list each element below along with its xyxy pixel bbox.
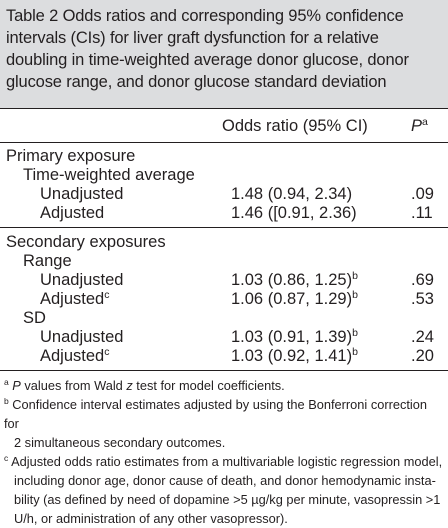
footnote-c-mark: c [4,453,9,463]
footnote-b-line-1: Confidence interval estimates adjusted b… [4,397,428,431]
footnote-a-text-2: test for model coefficients. [132,378,285,393]
footnote-b: b Confidence interval estimates adjusted… [4,395,444,433]
footnote-a-mark: a [4,377,9,387]
row-label: Unadjusted [40,328,124,346]
top-rule [0,108,448,109]
row-label: Adjustedc [40,289,109,309]
footnote-c-line-1: Adjusted odds ratio estimates from a mul… [11,454,443,469]
odds-ratio-value: 1.06 (0.87, 1.29) [231,290,353,308]
row-label: Adjustedc [40,346,109,366]
group-time-weighted-average: Time-weighted average [23,166,195,184]
header-p-value: Pa [411,116,428,136]
footnote-mark: c [104,289,110,301]
footnote-c-line-3: bility (as defined by need of dopamine >… [14,492,441,507]
row-p-value: .11 [411,204,433,222]
footnote-c-line-4: U/h, or administration of any other vaso… [14,511,288,526]
footnote-c: c Adjusted odds ratio estimates from a m… [4,452,444,471]
footnote-mark: b [352,346,358,358]
footnote-a-italic-p: P [12,378,21,393]
footnote-mark: b [352,270,358,282]
footnote-a: a P values from Wald z test for model co… [4,376,444,395]
section-secondary-title: Secondary exposures [6,233,166,251]
caption-box: Table 2 Odds ratios and corresponding 95… [0,0,448,108]
odds-ratio-value: 1.03 (0.92, 1.41) [231,347,353,365]
row-odds-ratio: 1.48 (0.94, 2.34) [231,185,353,203]
header-p-label: P [411,117,423,135]
row-odds-ratio: 1.03 (0.91, 1.39)b [231,327,358,347]
row-p-value: .09 [411,185,434,203]
row-p-value: .20 [411,347,434,365]
footnotes: a P values from Wald z test for model co… [4,376,444,528]
row-odds-ratio: 1.06 (0.87, 1.29)b [231,289,358,309]
footnote-a-text-1: values from Wald [20,378,127,393]
table-caption: Table 2 Odds ratios and corresponding 95… [6,7,409,91]
odds-ratio-value: 1.03 (0.86, 1.25) [231,271,353,289]
row-label: Adjusted [40,204,105,222]
footnote-b-mark: b [4,396,9,406]
footnote-a-italic-z: z [126,378,133,393]
group-sd: SD [23,309,46,327]
odds-ratio-value: 1.03 (0.91, 1.39) [231,328,353,346]
header-odds-ratio: Odds ratio (95% CI) [222,117,368,135]
footnote-b-continued: 2 simultaneous secondary outcomes. [14,435,226,450]
row-odds-ratio: 1.46 ([0.91, 2.36) [231,204,357,222]
row-p-value: .53 [411,290,434,308]
row-odds-ratio: 1.03 (0.92, 1.41)b [231,346,358,366]
row-label-text: Adjusted [40,347,105,365]
footnote-mark: c [104,346,110,358]
row-label: Unadjusted [40,185,124,203]
section-rule [0,227,448,228]
row-p-value: .24 [411,328,434,346]
bottom-rule [0,370,448,371]
row-odds-ratio: 1.03 (0.86, 1.25)b [231,270,358,290]
footnote-c-line-2: including donor age, donor cause of deat… [14,473,436,488]
row-label-text: Adjusted [40,290,105,308]
section-primary-title: Primary exposure [6,147,136,165]
group-range: Range [23,252,72,270]
header-p-footnote-mark: a [422,116,428,128]
row-p-value: .69 [411,271,434,289]
footnote-mark: b [352,327,358,339]
header-rule [0,142,448,143]
row-label: Unadjusted [40,271,124,289]
footnote-mark: b [352,289,358,301]
